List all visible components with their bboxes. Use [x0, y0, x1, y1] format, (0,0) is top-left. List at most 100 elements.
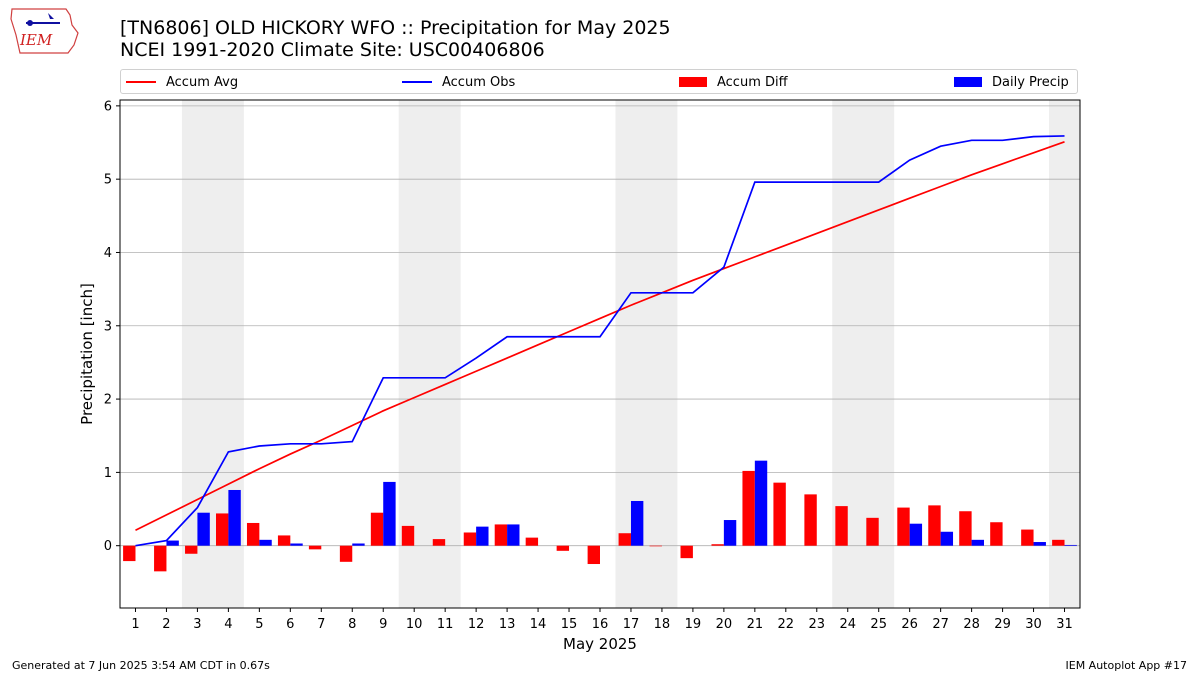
- bar-accum-diff-day-29: [990, 522, 1003, 546]
- x-tick-label-20: 20: [716, 617, 733, 632]
- y-tick-label-2: 2: [104, 393, 112, 408]
- bar-accum-diff-day-23: [804, 494, 817, 546]
- bar-daily-precip-day-21: [754, 460, 768, 546]
- legend-swatch-accum-obs: [402, 81, 432, 83]
- y-axis-label: Precipitation [inch]: [78, 283, 96, 425]
- bar-accum-diff-day-16: [587, 545, 600, 565]
- legend-item-accum-avg: Accum Avg: [126, 73, 238, 91]
- x-tick-label-7: 7: [317, 617, 325, 632]
- x-tick-label-26: 26: [901, 617, 918, 632]
- x-tick-label-22: 22: [778, 617, 795, 632]
- legend: Accum Avg Accum Obs Accum Diff Daily Pre…: [120, 69, 1078, 94]
- bar-daily-precip-day-8: [352, 543, 365, 546]
- x-tick-label-25: 25: [870, 617, 887, 632]
- bar-accum-diff-day-17: [618, 533, 631, 546]
- bar-accum-diff-day-19: [680, 545, 693, 559]
- weekend-shade-5: [1049, 100, 1080, 608]
- x-tick-label-16: 16: [592, 617, 609, 632]
- line-accum-avg: [135, 140, 1065, 532]
- bar-daily-precip-day-6: [290, 543, 303, 546]
- generated-timestamp: Generated at 7 Jun 2025 3:54 AM CDT in 0…: [12, 659, 270, 672]
- bar-accum-diff-day-24: [835, 506, 848, 546]
- x-tick-label-31: 31: [1056, 617, 1073, 632]
- legend-label-accum-obs: Accum Obs: [442, 74, 516, 90]
- x-tick-label-15: 15: [561, 617, 578, 632]
- x-tick-label-24: 24: [839, 617, 856, 632]
- legend-label-accum-avg: Accum Avg: [166, 74, 239, 90]
- bar-accum-diff-day-5: [246, 522, 260, 546]
- x-tick-label-3: 3: [193, 617, 201, 632]
- x-tick-label-2: 2: [162, 617, 170, 632]
- x-tick-label-14: 14: [530, 617, 547, 632]
- iem-logo: IEM: [10, 8, 79, 54]
- y-tick-label-3: 3: [104, 319, 112, 334]
- x-tick-label-17: 17: [623, 617, 640, 632]
- bar-daily-precip-day-20: [723, 520, 737, 546]
- legend-swatch-accum-diff: [679, 77, 707, 87]
- bar-daily-precip-day-5: [259, 539, 272, 546]
- legend-item-accum-diff: Accum Diff: [679, 73, 788, 91]
- bar-accum-diff-day-27: [928, 505, 941, 546]
- bar-accum-diff-day-14: [525, 537, 539, 546]
- bar-daily-precip-day-31: [1064, 544, 1077, 546]
- x-tick-label-21: 21: [747, 617, 764, 632]
- x-tick-label-6: 6: [286, 617, 294, 632]
- x-tick-label-1: 1: [131, 617, 139, 632]
- y-tick-label-6: 6: [104, 99, 112, 114]
- weekend-shade-2: [398, 100, 461, 608]
- bar-daily-precip-day-26: [909, 523, 923, 546]
- bar-daily-precip-day-28: [971, 539, 984, 546]
- x-tick-label-10: 10: [406, 617, 423, 632]
- bar-accum-diff-day-15: [556, 545, 570, 551]
- bar-accum-diff-day-21: [742, 470, 755, 546]
- app-credit: IEM Autoplot App #17: [1065, 659, 1188, 672]
- bar-accum-diff-day-22: [773, 482, 786, 546]
- bar-accum-diff-day-11: [432, 539, 446, 546]
- legend-label-accum-diff: Accum Diff: [717, 74, 788, 90]
- bar-accum-diff-day-20: [711, 544, 724, 546]
- x-tick-label-23: 23: [809, 617, 826, 632]
- bar-accum-diff-day-10: [401, 525, 415, 546]
- legend-swatch-accum-avg: [126, 81, 156, 83]
- bar-daily-precip-day-9: [383, 481, 396, 546]
- legend-swatch-daily-precip: [954, 77, 982, 87]
- bar-accum-diff-day-2: [154, 545, 167, 572]
- bar-accum-diff-day-4: [216, 513, 229, 546]
- y-tick-label-0: 0: [104, 539, 112, 554]
- x-tick-label-13: 13: [499, 617, 516, 632]
- chart-title: [TN6806] OLD HICKORY WFO :: Precipitatio…: [120, 17, 671, 39]
- bar-accum-diff-day-9: [370, 512, 384, 546]
- y-tick-label-1: 1: [104, 466, 112, 481]
- bar-daily-precip-day-27: [940, 531, 954, 546]
- iowa-outline-icon: [10, 8, 79, 54]
- x-tick-label-8: 8: [348, 617, 356, 632]
- y-tick-label-4: 4: [104, 246, 112, 261]
- bar-accum-diff-day-12: [463, 532, 477, 546]
- y-tick-label-5: 5: [104, 173, 112, 188]
- x-axis-label: May 2025: [563, 635, 637, 653]
- bar-accum-diff-day-1: [123, 545, 136, 562]
- x-tick-label-19: 19: [685, 617, 702, 632]
- bar-accum-diff-day-31: [1052, 539, 1065, 546]
- bar-accum-diff-day-25: [866, 517, 879, 546]
- x-tick-label-12: 12: [468, 617, 485, 632]
- x-tick-label-11: 11: [437, 617, 454, 632]
- bar-accum-diff-day-13: [494, 524, 508, 546]
- bar-accum-diff-day-26: [897, 507, 910, 546]
- weekend-shade-3: [615, 100, 678, 608]
- bar-daily-precip-day-4: [228, 489, 241, 546]
- line-accum-obs: [135, 135, 1065, 547]
- x-tick-label-4: 4: [224, 617, 232, 632]
- bar-daily-precip-day-12: [476, 526, 489, 546]
- legend-item-daily-precip: Daily Precip: [954, 73, 1069, 91]
- legend-label-daily-precip: Daily Precip: [992, 74, 1069, 90]
- legend-item-accum-obs: Accum Obs: [402, 73, 515, 91]
- bar-accum-diff-day-6: [277, 535, 291, 546]
- logo-text: IEM: [19, 31, 53, 49]
- bar-daily-precip-day-3: [197, 512, 210, 546]
- x-tick-label-27: 27: [932, 617, 949, 632]
- chart-subtitle: NCEI 1991-2020 Climate Site: USC00406806: [120, 39, 545, 61]
- bar-accum-diff-day-3: [185, 545, 198, 554]
- bar-accum-diff-day-8: [339, 545, 353, 562]
